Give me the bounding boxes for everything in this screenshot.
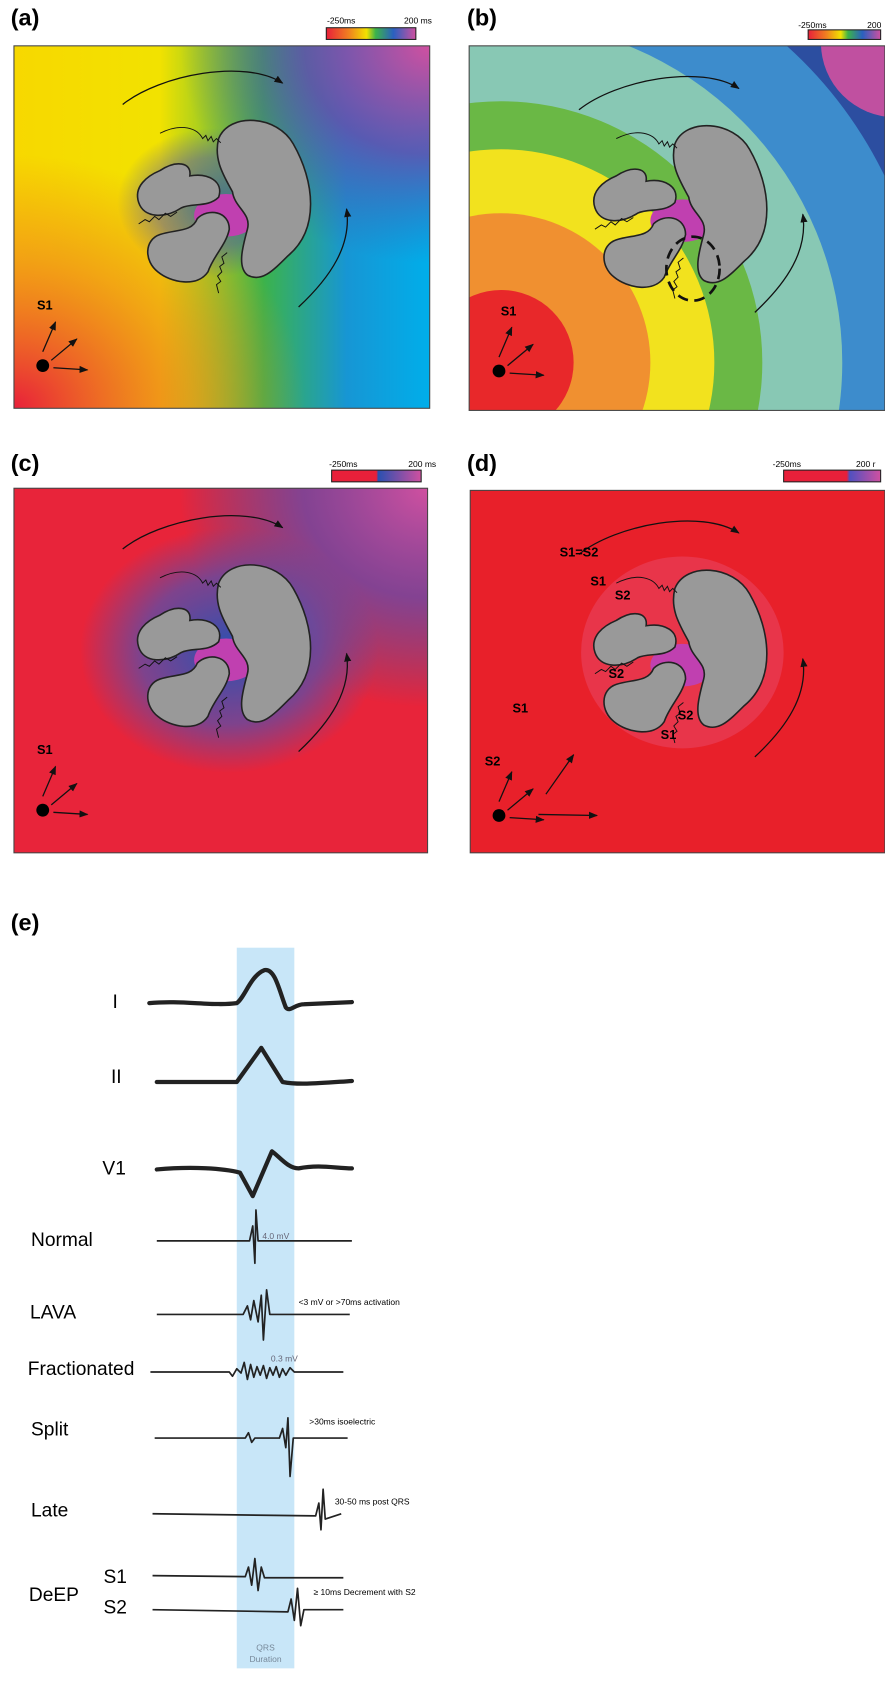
figure: (a) -250ms 200 ms S1 (b) -250ms 200 S1 (… — [0, 0, 885, 1679]
colorbar — [326, 28, 416, 40]
panel-c: (c) -250ms 200 ms S1 — [11, 450, 436, 853]
scale-min: -250ms — [798, 20, 826, 30]
panel-a: (a) -250ms 200 ms S1 — [11, 4, 432, 408]
panel-e: (e) I II V1 Normal LAVA Fractionated Spl… — [11, 909, 416, 1668]
annotation: S1 — [37, 297, 53, 312]
annotation: S2 — [485, 754, 501, 769]
lead-label: I — [113, 992, 118, 1013]
annotation: S1 — [513, 700, 529, 715]
scale-min: -250ms — [773, 459, 801, 469]
panel-label: (b) — [467, 4, 497, 30]
annotation: S1=S2 — [560, 545, 599, 560]
lead-label: II — [111, 1067, 122, 1088]
scale-max: 200 ms — [408, 459, 436, 469]
panel-label: (e) — [11, 909, 40, 935]
panel-d: (d) -250ms 200 r S1=S2 S1 S2 S2 S1 S2 S2… — [467, 450, 885, 853]
annotation: S1 — [661, 727, 677, 742]
egm-label: Split — [31, 1420, 69, 1441]
band-label: Duration — [249, 1654, 281, 1664]
egm-note: <3 mV or >70ms activation — [299, 1297, 401, 1307]
egm-label: S2 — [104, 1598, 127, 1619]
egm-note: 4.0 mV — [262, 1231, 289, 1241]
scale-max: 200 — [867, 20, 881, 30]
panel-label: (c) — [11, 450, 40, 476]
egm-label: DeEP — [29, 1585, 79, 1606]
annotation: S1 — [501, 304, 517, 319]
egm-note: 0.3 mV — [271, 1353, 298, 1363]
lead-label: V1 — [102, 1158, 125, 1179]
annotation: S2 — [608, 666, 624, 681]
annotation: S1 — [590, 573, 606, 588]
egm-note: 30-50 ms post QRS — [335, 1496, 410, 1506]
annotation: S2 — [678, 708, 694, 723]
scale-min: -250ms — [327, 16, 355, 26]
annotation: S2 — [615, 587, 631, 602]
scale-max: 200 ms — [404, 16, 432, 26]
egm-label: S1 — [104, 1567, 127, 1588]
colorbar — [784, 470, 881, 482]
panel-label: (a) — [11, 4, 40, 30]
colorbar — [808, 30, 880, 40]
scale-min: -250ms — [329, 459, 357, 469]
panel-label: (d) — [467, 450, 497, 476]
egm-note: >30ms isoelectric — [309, 1416, 376, 1426]
egm-note: ≥ 10ms Decrement with S2 — [314, 1587, 416, 1597]
egm-label: Late — [31, 1501, 68, 1522]
egm-label: LAVA — [30, 1302, 76, 1323]
egm-label: Fractionated — [28, 1359, 135, 1380]
scale-max: 200 r — [856, 459, 876, 469]
colorbar — [332, 470, 422, 482]
band-label: QRS — [256, 1642, 275, 1652]
egm-label: Normal — [31, 1230, 93, 1251]
annotation: S1 — [37, 742, 53, 757]
